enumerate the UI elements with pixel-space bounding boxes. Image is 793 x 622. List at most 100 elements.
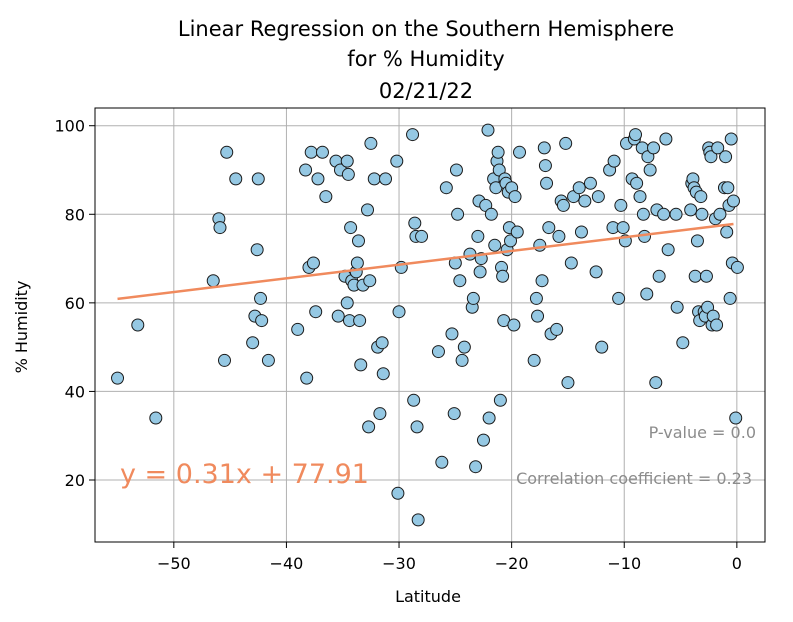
data-point — [481, 123, 495, 137]
regression-line — [117, 222, 734, 301]
data-point — [699, 269, 713, 283]
data-point — [507, 318, 521, 332]
data-point — [299, 163, 313, 177]
data-point — [636, 207, 650, 221]
y-tick-label: 40 — [65, 382, 85, 401]
data-point — [574, 225, 588, 239]
data-point — [250, 243, 264, 257]
data-point — [111, 371, 125, 385]
data-point — [591, 190, 605, 204]
data-point — [457, 340, 471, 354]
data-point — [508, 190, 522, 204]
data-point — [482, 411, 496, 425]
data-point — [561, 376, 575, 390]
data-point — [729, 411, 743, 425]
data-point — [538, 159, 552, 173]
data-point — [410, 420, 424, 434]
data-point — [391, 486, 405, 500]
data-point — [319, 190, 333, 204]
data-point — [640, 287, 654, 301]
data-point — [713, 207, 727, 221]
data-point — [676, 336, 690, 350]
data-point — [229, 172, 243, 186]
data-point — [670, 300, 684, 314]
data-point — [649, 376, 663, 390]
data-point — [711, 141, 725, 155]
data-point — [513, 145, 527, 159]
data-point — [361, 203, 375, 217]
data-point — [255, 314, 269, 328]
data-point — [206, 274, 220, 288]
data-point — [376, 367, 390, 381]
data-point — [350, 256, 364, 270]
data-point — [537, 141, 551, 155]
data-point — [657, 207, 671, 221]
data-point — [533, 238, 547, 252]
data-point — [375, 336, 389, 350]
axis-ticks: −50 −40 −30 −20 −10 0 20 40 60 80 100 — [54, 117, 741, 573]
data-point — [220, 145, 234, 159]
data-point — [633, 190, 647, 204]
data-point — [354, 358, 368, 372]
data-point — [589, 265, 603, 279]
data-point — [710, 318, 724, 332]
data-point — [351, 234, 365, 248]
data-point — [213, 221, 227, 235]
data-point — [721, 181, 735, 195]
data-point — [726, 194, 740, 208]
data-point — [607, 154, 621, 168]
data-point — [364, 136, 378, 150]
data-point — [476, 433, 490, 447]
data-point — [704, 150, 718, 164]
data-point — [291, 322, 305, 336]
data-point — [695, 207, 709, 221]
data-point — [435, 455, 449, 469]
p-value-label: P-value = 0.0 — [649, 423, 756, 442]
correlation-label: Correlation coefficient = 0.23 — [516, 469, 752, 488]
data-point — [550, 322, 564, 336]
data-point — [529, 291, 543, 305]
data-point — [630, 176, 644, 190]
data-point — [131, 318, 145, 332]
x-tick-label: −30 — [382, 554, 416, 573]
y-tick-label: 60 — [65, 294, 85, 313]
data-point — [493, 393, 507, 407]
data-point — [411, 513, 425, 527]
data-point — [504, 234, 518, 248]
data-points — [111, 123, 744, 527]
data-point — [453, 274, 467, 288]
data-point — [309, 305, 323, 319]
data-point — [379, 172, 393, 186]
data-point — [261, 353, 275, 367]
data-point — [572, 181, 586, 195]
data-point — [669, 207, 683, 221]
data-point — [254, 291, 268, 305]
title-line-3: 02/21/22 — [379, 79, 473, 103]
data-point — [540, 176, 554, 190]
data-point — [408, 216, 422, 230]
data-point — [445, 327, 459, 341]
data-point — [390, 154, 404, 168]
data-point — [652, 269, 666, 283]
data-point — [535, 274, 549, 288]
data-point — [719, 150, 733, 164]
data-point — [306, 256, 320, 270]
data-point — [595, 340, 609, 354]
data-point — [643, 163, 657, 177]
data-point — [612, 291, 626, 305]
data-point — [688, 269, 702, 283]
data-point — [311, 172, 325, 186]
data-point — [463, 247, 477, 261]
data-point — [556, 198, 570, 212]
data-point — [217, 353, 231, 367]
regression-equation: y = 0.31x + 77.91 — [120, 459, 369, 490]
data-point — [629, 128, 643, 142]
data-point — [246, 336, 260, 350]
data-point — [304, 145, 318, 159]
y-axis-label: % Humidity — [12, 281, 31, 374]
data-point — [469, 460, 483, 474]
chart-title: Linear Regression on the Southern Hemisp… — [178, 17, 674, 103]
data-point — [362, 420, 376, 434]
data-point — [373, 407, 387, 421]
